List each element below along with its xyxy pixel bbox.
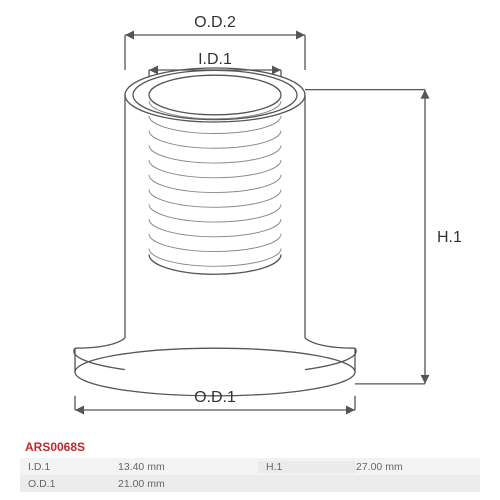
spec-table: I.D.113.40 mmH.127.00 mmO.D.121.00 mm [20,458,480,492]
svg-text:H.1: H.1 [437,229,462,246]
spec-value: 27.00 mm [356,461,480,473]
spec-name: H.1 [258,461,356,473]
svg-text:I.D.1: I.D.1 [198,51,232,68]
spec-name: I.D.1 [20,461,118,473]
spec-row: I.D.113.40 mmH.127.00 mm [20,458,480,475]
svg-text:O.D.1: O.D.1 [194,389,236,406]
technical-drawing: O.D.2 I.D.1 O.D.1 H.1 [0,0,500,435]
spec-name: O.D.1 [20,478,118,490]
svg-text:O.D.2: O.D.2 [194,14,236,31]
spec-value: 21.00 mm [118,478,258,490]
part-number: ARS0068S [25,440,85,454]
spec-value: 13.40 mm [118,461,258,473]
spec-row: O.D.121.00 mm [20,475,480,492]
drawing-svg: O.D.2 I.D.1 O.D.1 H.1 [0,0,500,435]
